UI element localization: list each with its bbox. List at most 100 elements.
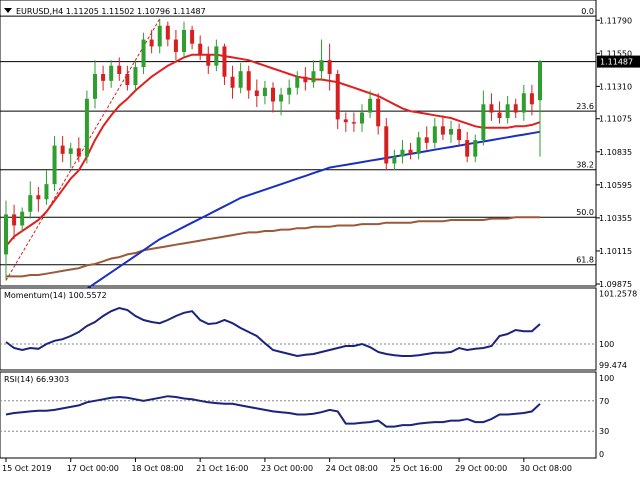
candle-body	[392, 156, 397, 164]
candle-body	[384, 126, 389, 164]
trend-line[interactable]	[5, 18, 161, 281]
candle-body	[68, 148, 73, 154]
time-tick-label: 24 Oct 08:00	[326, 464, 378, 473]
candle-body	[157, 25, 162, 47]
candle-body	[165, 25, 170, 40]
candle-body	[416, 137, 421, 154]
time-tick-label: 17 Oct 00:00	[67, 464, 119, 473]
candle-body	[125, 73, 130, 85]
moving-averages	[5, 53, 541, 323]
rsi-series	[5, 395, 541, 428]
rsi-panel[interactable]: RSI(14) 66.9303 100 70 30 0	[0, 371, 614, 459]
candle-body	[319, 60, 324, 72]
momentum-panel-frame	[0, 287, 597, 371]
candle-body	[424, 137, 429, 143]
candle-body	[538, 61, 542, 101]
candle-body	[246, 71, 251, 91]
candle-body	[76, 148, 81, 157]
momentum-axis: 101.2578 100 99.474	[599, 290, 637, 370]
candle-body	[311, 71, 316, 83]
candle-body	[101, 73, 106, 81]
sma-slow-line	[6, 216, 540, 278]
trend-line-dashed	[5, 18, 161, 281]
fib-level-label: 50.0	[576, 208, 594, 217]
candle-body	[12, 214, 17, 226]
candle-body	[222, 46, 227, 77]
candle-body	[262, 87, 267, 97]
candle-body	[254, 90, 259, 97]
candle-body	[84, 98, 89, 157]
candle-body	[505, 104, 510, 119]
price-axis: 1.11790 1.11550 1.11310 1.11075 1.10835 1.105…	[596, 16, 632, 289]
candle-body	[368, 98, 373, 113]
candle-body	[521, 93, 526, 113]
candle-body	[360, 112, 364, 124]
price-tick-label: 1.11550	[599, 49, 632, 58]
price-tick-label: 1.11310	[599, 82, 632, 91]
rsi-tick-label: 0	[599, 450, 604, 459]
fib-level-label: 38.2	[576, 161, 594, 170]
rsi-tick-label: 30	[599, 427, 609, 436]
candle-body	[60, 145, 65, 154]
price-tick-label: 1.11075	[599, 115, 632, 124]
time-tick-label: 30 Oct 08:00	[520, 464, 572, 473]
candle-body	[117, 65, 122, 74]
candles	[4, 18, 542, 281]
rsi-tick-label: 100	[599, 374, 614, 383]
current-price-tag: 1.11487	[597, 55, 640, 68]
candle-body	[513, 104, 518, 113]
time-tick-label: 29 Oct 00:00	[455, 464, 507, 473]
candle-body	[465, 140, 470, 157]
time-tick-label: 23 Oct 00:00	[261, 464, 313, 473]
candle-body	[28, 195, 33, 212]
fibonacci-levels[interactable]: 0.0 23.6 38.2 50.0 61.8	[0, 7, 596, 266]
candle-body	[271, 87, 275, 102]
candle-body	[109, 65, 114, 81]
candle-body	[230, 76, 235, 88]
candle-body	[408, 149, 413, 154]
candle-body	[149, 39, 154, 47]
chart-title: EURUSD,H4 1.11205 1.11502 1.10796 1.1148…	[16, 7, 206, 16]
price-tick-label: 1.09875	[599, 280, 632, 289]
candle-body	[206, 54, 211, 66]
candle-body	[400, 149, 405, 157]
candle-body	[343, 119, 348, 123]
candle-body	[173, 39, 178, 52]
candle-body	[295, 76, 300, 88]
momentum-series	[5, 306, 541, 358]
momentum-tick-label: 99.474	[599, 361, 627, 370]
momentum-panel[interactable]: Momentum(14) 100.5572 101.2578 100 99.474	[0, 287, 637, 371]
candle-body	[133, 67, 138, 85]
rsi-tick-label: 70	[599, 397, 609, 406]
time-axis: 15 Oct 2019 17 Oct 00:00 18 Oct 08:00 21 Oc…	[2, 458, 572, 473]
price-panel-frame	[0, 0, 597, 287]
fib-level-label: 0.0	[581, 7, 594, 16]
price-panel[interactable]: 0.0 23.6 38.2 50.0 61.8 EURUSD,H4 1.11205 1.…	[0, 0, 640, 323]
current-price-label: 1.11487	[600, 58, 633, 67]
price-tick-label: 1.10835	[599, 148, 632, 157]
chart-header: EURUSD,H4 1.11205 1.11502 1.10796 1.1148…	[4, 7, 206, 16]
time-tick-label: 15 Oct 2019	[2, 464, 51, 473]
candle-body	[287, 87, 292, 95]
candle-body	[473, 140, 478, 157]
candle-body	[4, 214, 8, 255]
fib-level-label: 23.6	[576, 102, 594, 111]
candle-body	[214, 46, 219, 66]
time-tick-label: 18 Oct 08:00	[131, 464, 183, 473]
collapse-triangle-icon[interactable]	[4, 8, 12, 13]
candle-body	[457, 129, 462, 141]
momentum-tick-label: 101.2578	[599, 290, 637, 299]
candle-body	[432, 126, 437, 143]
candle-body	[481, 104, 486, 141]
price-tick-label: 1.10595	[599, 181, 632, 190]
price-tick-label: 1.11790	[599, 16, 632, 25]
sma-mid-line	[5, 130, 541, 323]
candle-body	[376, 98, 381, 127]
momentum-tick-label: 100	[599, 340, 614, 349]
rsi-line	[0, 395, 596, 432]
momentum-title: Momentum(14) 100.5572	[4, 291, 107, 300]
price-tick-label: 1.10115	[599, 247, 632, 256]
rsi-title: RSI(14) 66.9303	[4, 375, 69, 384]
momentum-line	[0, 306, 596, 358]
